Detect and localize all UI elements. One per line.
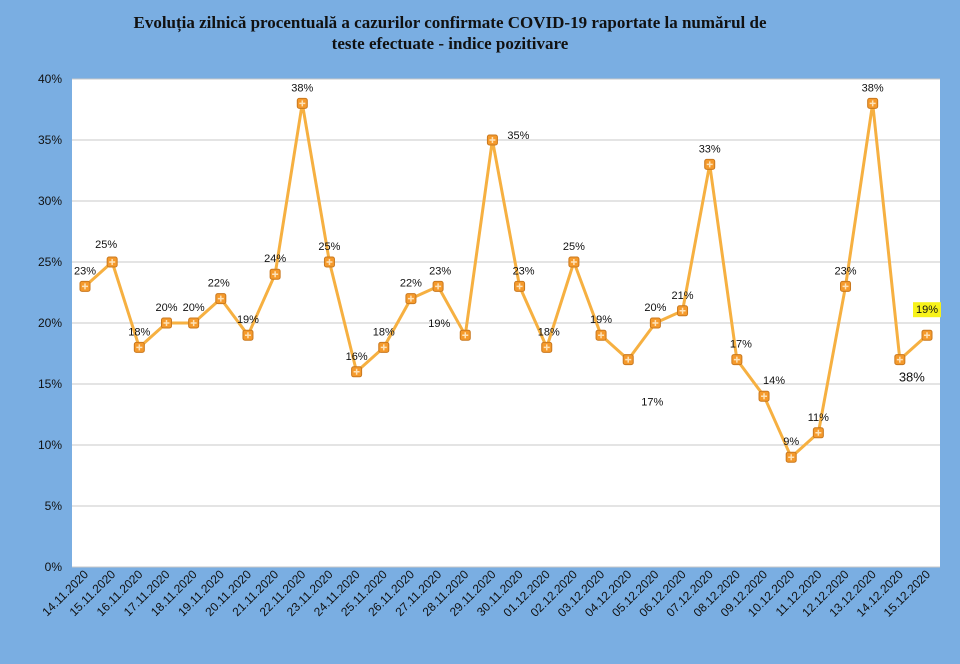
data-label: 23% bbox=[513, 265, 535, 277]
data-label: 19% bbox=[916, 304, 938, 316]
data-label: 9% bbox=[783, 436, 799, 448]
data-label: 24% bbox=[264, 253, 286, 265]
data-label: 19% bbox=[590, 314, 612, 326]
data-label: 25% bbox=[318, 241, 340, 253]
data-label: 21% bbox=[672, 290, 694, 302]
data-point-cross bbox=[462, 332, 469, 339]
data-point-cross bbox=[924, 332, 930, 339]
series-line bbox=[83, 101, 929, 459]
highlight-box bbox=[913, 302, 941, 318]
data-point-cross bbox=[842, 283, 849, 290]
data-label: 38% bbox=[899, 370, 925, 385]
chart-title-line-2: teste efectuate - indice pozitivare bbox=[331, 34, 569, 53]
data-label: 17% bbox=[641, 397, 663, 409]
data-label: 18% bbox=[373, 326, 395, 338]
data-label: 22% bbox=[400, 278, 422, 290]
data-point-cross bbox=[706, 161, 713, 168]
data-point-cross bbox=[570, 259, 577, 265]
data-point-cross bbox=[326, 259, 333, 265]
data-label: 23% bbox=[74, 265, 96, 277]
data-point-cross bbox=[869, 100, 876, 107]
data-point-cross bbox=[679, 307, 686, 314]
data-label: 33% bbox=[699, 143, 721, 155]
y-tick-label: 15% bbox=[38, 377, 62, 391]
y-tick-label: 25% bbox=[38, 255, 62, 269]
data-point-cross bbox=[244, 332, 251, 339]
data-point-cross bbox=[652, 320, 659, 326]
data-point-cross bbox=[353, 368, 360, 375]
data-label: 25% bbox=[563, 241, 585, 253]
y-tick-label: 30% bbox=[38, 194, 62, 208]
data-label: 20% bbox=[183, 302, 205, 314]
data-label: 38% bbox=[862, 82, 884, 94]
data-point-cross bbox=[82, 283, 88, 290]
data-label: 38% bbox=[291, 82, 313, 94]
data-point-cross bbox=[788, 454, 795, 461]
data-point-cross bbox=[815, 429, 822, 436]
data-point-cross bbox=[299, 100, 306, 107]
chart-title: Evoluția zilnică procentuală a cazurilor… bbox=[0, 12, 900, 54]
data-label: 19% bbox=[428, 318, 450, 330]
y-tick-label: 40% bbox=[38, 72, 62, 86]
data-point-cross bbox=[163, 320, 170, 326]
data-point-cross bbox=[733, 356, 740, 363]
data-label: 23% bbox=[835, 265, 857, 277]
data-label: 14% bbox=[763, 375, 785, 387]
data-label: 35% bbox=[507, 130, 529, 142]
data-point-cross bbox=[761, 393, 768, 400]
data-point-cross bbox=[543, 344, 550, 351]
data-point-cross bbox=[598, 332, 605, 339]
data-point-cross bbox=[190, 320, 197, 326]
data-point-cross bbox=[380, 344, 387, 351]
data-point-cross bbox=[217, 295, 224, 302]
data-label: 16% bbox=[346, 351, 368, 363]
data-point-cross bbox=[272, 271, 279, 278]
data-point-cross bbox=[407, 295, 414, 302]
data-label: 23% bbox=[429, 265, 451, 277]
data-label: 18% bbox=[128, 326, 150, 338]
data-point-cross bbox=[489, 137, 496, 143]
data-point-cross bbox=[625, 356, 632, 363]
y-tick-label: 35% bbox=[38, 133, 62, 147]
data-point-cross bbox=[516, 283, 523, 290]
data-point-cross bbox=[435, 283, 442, 290]
data-point-cross bbox=[896, 356, 903, 363]
y-tick-label: 5% bbox=[45, 499, 63, 513]
data-label: 11% bbox=[808, 412, 829, 424]
data-label: 25% bbox=[95, 239, 117, 251]
data-label: 20% bbox=[155, 302, 177, 314]
y-tick-label: 0% bbox=[45, 560, 63, 574]
data-label: 22% bbox=[208, 278, 230, 290]
data-label: 18% bbox=[538, 326, 560, 338]
y-tick-label: 20% bbox=[38, 316, 62, 330]
data-point-cross bbox=[109, 259, 116, 265]
data-label: 20% bbox=[644, 302, 666, 314]
data-point-cross bbox=[136, 344, 143, 351]
y-tick-label: 10% bbox=[38, 438, 62, 452]
data-label: 17% bbox=[730, 339, 752, 351]
data-label: 19% bbox=[237, 314, 259, 326]
chart-title-line-1: Evoluția zilnică procentuală a cazurilor… bbox=[133, 13, 767, 32]
